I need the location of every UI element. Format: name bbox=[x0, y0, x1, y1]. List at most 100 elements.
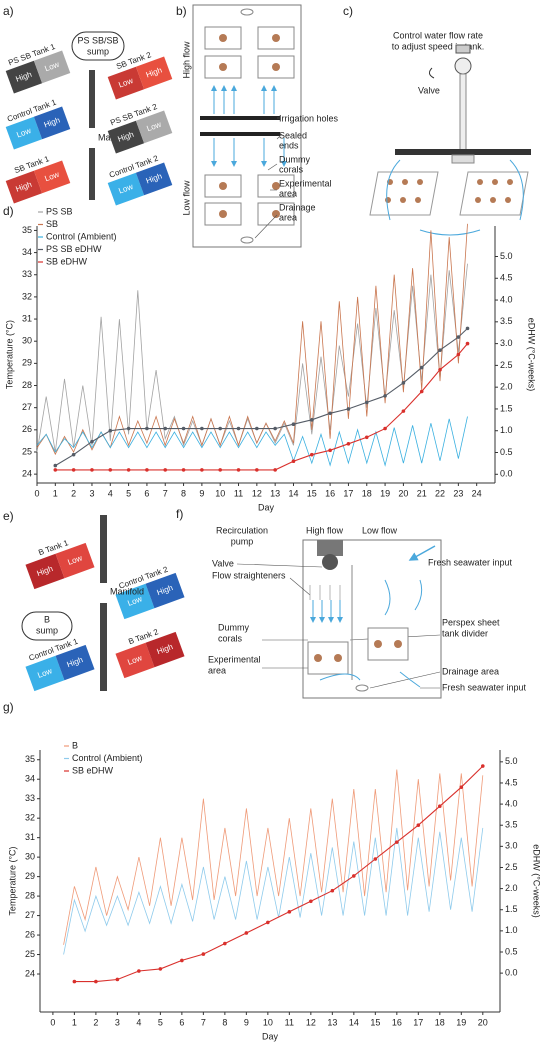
y-tick-label: 24 bbox=[25, 968, 35, 978]
point bbox=[438, 348, 442, 352]
y2-axis-title: eDHW (°C-weeks) bbox=[527, 318, 537, 392]
point bbox=[126, 468, 131, 472]
y-tick-label: 32 bbox=[25, 813, 35, 823]
x-tick-label: 0 bbox=[50, 1017, 55, 1027]
point bbox=[401, 381, 406, 385]
y-tick-label: 34 bbox=[22, 247, 32, 257]
corals-label: corals bbox=[218, 633, 243, 643]
callout: corals bbox=[279, 164, 304, 174]
point bbox=[181, 426, 186, 431]
point bbox=[115, 977, 120, 982]
x-tick-label: 1 bbox=[53, 488, 58, 498]
x-axis-title: Day bbox=[262, 1031, 279, 1041]
point bbox=[53, 463, 58, 468]
x-tick-label: 19 bbox=[380, 488, 390, 498]
panel-e: e) High Low B Tank 1 Low High Control Ta… bbox=[3, 509, 185, 692]
legend-label: PS SB eDHW bbox=[46, 244, 102, 254]
x-tick-label: 2 bbox=[71, 488, 76, 498]
callout: area bbox=[279, 212, 297, 222]
point bbox=[126, 426, 131, 431]
y-tick-label: 32 bbox=[22, 291, 32, 301]
x-tick-label: 12 bbox=[252, 488, 262, 498]
x-tick-label: 0 bbox=[34, 488, 39, 498]
x-tick-label: 9 bbox=[244, 1017, 249, 1027]
y2-tick-label: 2.0 bbox=[500, 382, 513, 392]
y2-tick-label: 0.0 bbox=[500, 469, 513, 479]
manifold: Manifold bbox=[110, 586, 144, 596]
series-line bbox=[36, 416, 468, 467]
x-tick-label: 10 bbox=[215, 488, 225, 498]
legend-label: PS SB bbox=[46, 206, 73, 216]
x-tick-label: 18 bbox=[362, 488, 372, 498]
flow-label: High flow bbox=[181, 41, 191, 79]
point bbox=[158, 967, 163, 971]
x-tick-label: 4 bbox=[136, 1017, 141, 1027]
point bbox=[364, 435, 369, 440]
x-tick-label: 2 bbox=[93, 1017, 98, 1027]
series-line bbox=[55, 328, 468, 467]
legend-label: SB eDHW bbox=[46, 256, 88, 266]
point bbox=[53, 468, 58, 472]
y-tick-label: 28 bbox=[22, 380, 32, 390]
y2-tick-label: 1.0 bbox=[500, 425, 513, 435]
x-tick-label: 16 bbox=[392, 1017, 402, 1027]
x-tick-label: 15 bbox=[307, 488, 317, 498]
tank: Low High SB Tank 2 bbox=[107, 50, 173, 100]
point bbox=[94, 979, 98, 984]
point bbox=[218, 426, 222, 431]
tank: High Low B Tank 1 bbox=[25, 538, 95, 590]
y2-tick-label: 1.5 bbox=[505, 904, 518, 914]
series-line bbox=[36, 223, 468, 456]
x-tick-label: 16 bbox=[325, 488, 335, 498]
panel-label: d) bbox=[3, 204, 14, 218]
area-label: Experimental bbox=[208, 654, 261, 664]
y-tick-label: 33 bbox=[22, 269, 32, 279]
y-tick-label: 30 bbox=[25, 852, 35, 862]
point bbox=[328, 448, 332, 453]
x-tick-label: 17 bbox=[343, 488, 353, 498]
legend-label: Control (Ambient) bbox=[46, 231, 117, 241]
point bbox=[71, 452, 76, 457]
x-tick-label: 11 bbox=[234, 488, 243, 498]
y2-tick-label: 4.5 bbox=[500, 273, 513, 283]
y-tick-label: 26 bbox=[25, 929, 35, 939]
series-line bbox=[63, 769, 484, 945]
x-tick-label: 11 bbox=[285, 1017, 294, 1027]
panel-a: a) High Low PS SB Tank 1 PS SB/SB sump L… bbox=[3, 4, 173, 206]
y-tick-label: 29 bbox=[22, 358, 32, 368]
panel-label: f) bbox=[176, 507, 183, 521]
point bbox=[373, 857, 378, 861]
point bbox=[328, 411, 332, 416]
point bbox=[291, 422, 296, 426]
y-tick-label: 24 bbox=[22, 469, 32, 479]
x-tick-label: 4 bbox=[108, 488, 113, 498]
point bbox=[72, 979, 77, 984]
point bbox=[200, 426, 204, 431]
point bbox=[266, 920, 270, 925]
x-tick-label: 10 bbox=[263, 1017, 273, 1027]
point bbox=[401, 409, 406, 413]
y-tick-label: 34 bbox=[25, 774, 35, 784]
point bbox=[481, 764, 485, 768]
y2-tick-label: 3.0 bbox=[505, 841, 518, 851]
tank: Low High Control Tank 2 bbox=[107, 154, 173, 206]
sump: sump bbox=[36, 625, 58, 635]
point bbox=[438, 804, 442, 809]
series-line bbox=[36, 263, 468, 453]
x-tick-label: 12 bbox=[306, 1017, 316, 1027]
y2-tick-label: 1.5 bbox=[500, 403, 513, 413]
callout: Experimental bbox=[279, 178, 332, 188]
legend-label: SB bbox=[46, 219, 58, 229]
point bbox=[218, 468, 222, 472]
point bbox=[416, 823, 421, 828]
point bbox=[137, 969, 141, 973]
tank: High Low SB Tank 1 bbox=[5, 154, 71, 204]
x-tick-label: 19 bbox=[456, 1017, 466, 1027]
y2-tick-label: 4.5 bbox=[505, 777, 518, 787]
area-label: area bbox=[208, 665, 226, 675]
tank: High Low PS SB Tank 2 bbox=[107, 102, 173, 154]
y2-tick-label: 3.0 bbox=[500, 338, 513, 348]
x-tick-label: 18 bbox=[435, 1017, 445, 1027]
x-tick-label: 13 bbox=[327, 1017, 337, 1027]
point bbox=[383, 426, 387, 431]
